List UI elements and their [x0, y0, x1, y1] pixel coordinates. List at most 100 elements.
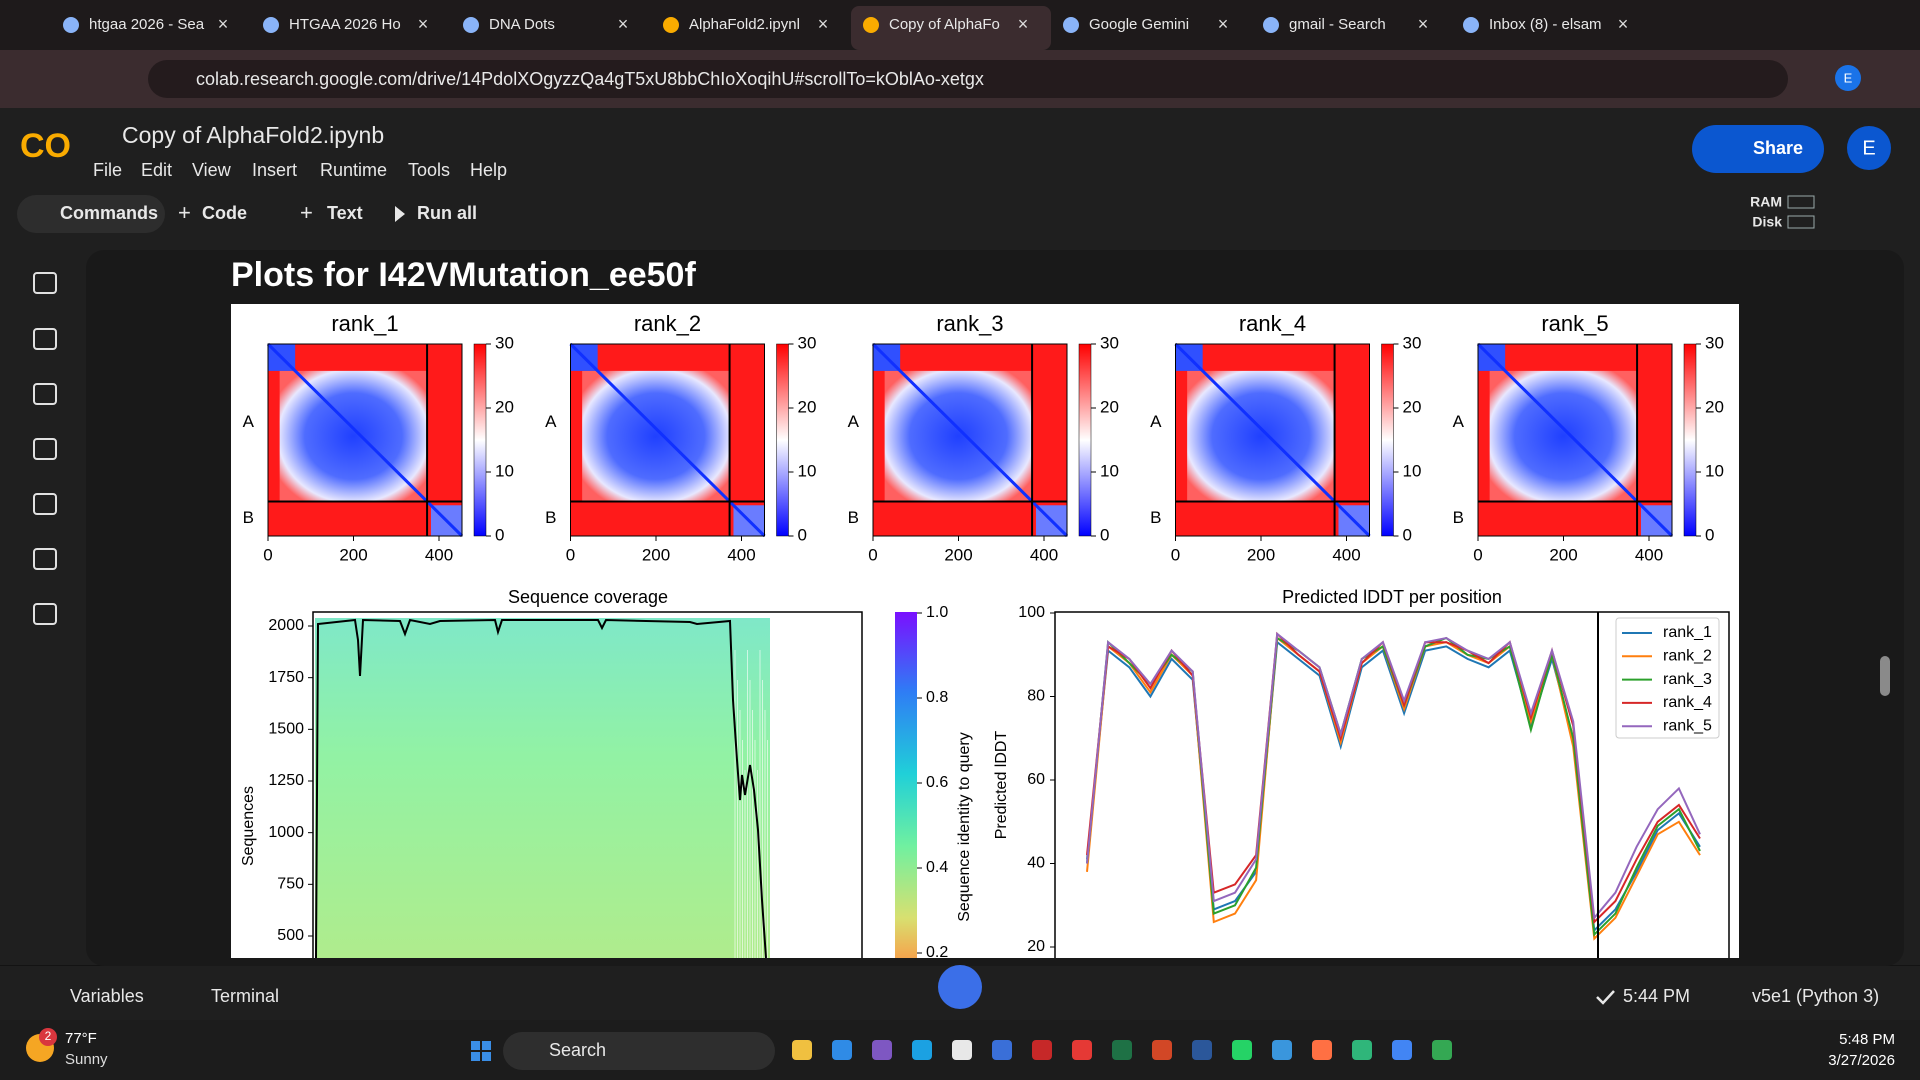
tab-title[interactable]: gmail - Search	[1289, 16, 1386, 33]
tab-title[interactable]: HTGAA 2026 Ho	[289, 16, 401, 33]
menu-item[interactable]: Help	[470, 160, 507, 180]
x-tick-label: 200	[339, 545, 367, 564]
ram-meter	[1787, 195, 1815, 209]
commands-label[interactable]: Commands	[60, 203, 158, 223]
taskbar-app[interactable]	[1232, 1040, 1252, 1060]
tab-title[interactable]: Copy of AlphaFo	[889, 16, 1000, 33]
tab-title[interactable]: DNA Dots	[489, 16, 555, 33]
menu-item[interactable]: Tools	[408, 160, 450, 180]
tab-close[interactable]: ×	[1018, 14, 1029, 34]
taskbar-app[interactable]	[872, 1040, 892, 1060]
tab-close[interactable]: ×	[1218, 14, 1229, 34]
search-label[interactable]: Search	[549, 1040, 606, 1060]
sidebar-icon[interactable]	[33, 383, 57, 405]
sidebar-icon[interactable]	[33, 272, 57, 294]
x-tick-label: 200	[1247, 545, 1275, 564]
tab-favicon	[1463, 17, 1479, 33]
taskbar-app[interactable]	[1192, 1040, 1212, 1060]
tab-close[interactable]: ×	[418, 14, 429, 34]
profile-icon[interactable]	[1835, 65, 1861, 91]
sidebar-icon[interactable]	[33, 603, 57, 625]
active-tab	[851, 6, 1051, 50]
pae-colorbar	[473, 343, 487, 537]
menu-item[interactable]: Insert	[252, 160, 297, 180]
variables-button[interactable]: Variables	[70, 986, 144, 1006]
tab-title[interactable]: Inbox (8) - elsam	[1489, 16, 1602, 33]
tab-close[interactable]: ×	[818, 14, 829, 34]
sidebar-icon[interactable]	[33, 493, 57, 515]
start-button[interactable]	[471, 1041, 491, 1061]
x-tick-label: 0	[566, 545, 575, 564]
add-text[interactable]: Text	[327, 203, 363, 223]
temperature: 77°F	[65, 1030, 97, 1047]
taskbar-app[interactable]	[792, 1040, 812, 1060]
x-tick-label: 400	[727, 545, 755, 564]
check-icon	[1596, 990, 1615, 1005]
gemini-button[interactable]	[938, 965, 982, 1009]
colab-header	[0, 108, 1920, 243]
share-button[interactable]	[1692, 125, 1824, 173]
colorbar-tick-label: 30	[1100, 333, 1119, 352]
omnibox[interactable]	[148, 60, 1788, 98]
coverage-line	[315, 618, 767, 958]
chain-label: A	[243, 412, 255, 431]
colorbar-tick-label: 0.6	[926, 774, 948, 791]
ram-label: RAM	[1750, 194, 1782, 210]
x-tick-label: 0	[1473, 545, 1482, 564]
colorbar-tick-label: 30	[1705, 333, 1724, 352]
taskbar-app[interactable]	[952, 1040, 972, 1060]
coverage-fill	[315, 618, 770, 958]
avatar[interactable]	[1847, 126, 1891, 170]
taskbar-app[interactable]	[1312, 1040, 1332, 1060]
colorbar-tick-label: 10	[1403, 461, 1422, 480]
taskbar-app[interactable]	[1392, 1040, 1412, 1060]
colorbar-tick-label: 0.4	[926, 859, 948, 876]
menu-item[interactable]: Runtime	[320, 160, 387, 180]
pae-block	[1187, 370, 1335, 502]
taskbar-app[interactable]	[1032, 1040, 1052, 1060]
sidebar-icon[interactable]	[33, 548, 57, 570]
tab-favicon	[463, 17, 479, 33]
pae-colorbar	[776, 343, 789, 537]
taskbar-app[interactable]	[832, 1040, 852, 1060]
colorbar-tick-label: 0	[495, 525, 504, 544]
tab-title[interactable]: AlphaFold2.ipynl	[689, 16, 800, 33]
taskbar-app[interactable]	[912, 1040, 932, 1060]
tab-title[interactable]: Google Gemini	[1089, 16, 1189, 33]
tab-close[interactable]: ×	[618, 14, 629, 34]
colorbar-tick-label: 0.8	[926, 689, 948, 706]
taskbar-app[interactable]	[1352, 1040, 1372, 1060]
terminal-button[interactable]: Terminal	[211, 986, 279, 1006]
taskbar-app[interactable]	[1432, 1040, 1452, 1060]
taskbar-search[interactable]	[503, 1032, 775, 1070]
pae-frame	[1477, 343, 1673, 537]
menu-item[interactable]: View	[192, 160, 232, 180]
tab-close[interactable]: ×	[218, 14, 229, 34]
start-tile	[471, 1041, 480, 1050]
start-tile	[471, 1052, 480, 1061]
commands-button[interactable]	[17, 195, 165, 233]
taskbar-app[interactable]	[1152, 1040, 1172, 1060]
tab-close[interactable]: ×	[1418, 14, 1429, 34]
scrollbar-thumb[interactable]	[1880, 656, 1890, 696]
notebook-title[interactable]: Copy of AlphaFold2.ipynb	[122, 122, 384, 148]
taskbar-app[interactable]	[1272, 1040, 1292, 1060]
menu-item[interactable]: Edit	[141, 160, 172, 180]
chain-label: A	[848, 412, 860, 431]
last-run[interactable]: 5:44 PM	[1623, 986, 1690, 1006]
runtime[interactable]: v5e1 (Python 3)	[1752, 986, 1879, 1006]
taskbar-app[interactable]	[1072, 1040, 1092, 1060]
sidebar-icon[interactable]	[33, 328, 57, 350]
pae-colorbar	[1078, 343, 1092, 537]
sidebar-icon[interactable]	[33, 438, 57, 460]
url[interactable]: colab.research.google.com/drive/14PdolXO…	[196, 69, 984, 89]
colorbar-tick-label: 30	[798, 333, 817, 352]
weather: Sunny	[65, 1051, 108, 1068]
tab-title[interactable]: htgaa 2026 - Sea	[89, 16, 205, 33]
tab-close[interactable]: ×	[1618, 14, 1629, 34]
add-code[interactable]: Code	[202, 203, 247, 223]
menu-item[interactable]: File	[93, 160, 122, 180]
run-all[interactable]: Run all	[417, 203, 477, 223]
taskbar-app[interactable]	[1112, 1040, 1132, 1060]
taskbar-app[interactable]	[992, 1040, 1012, 1060]
